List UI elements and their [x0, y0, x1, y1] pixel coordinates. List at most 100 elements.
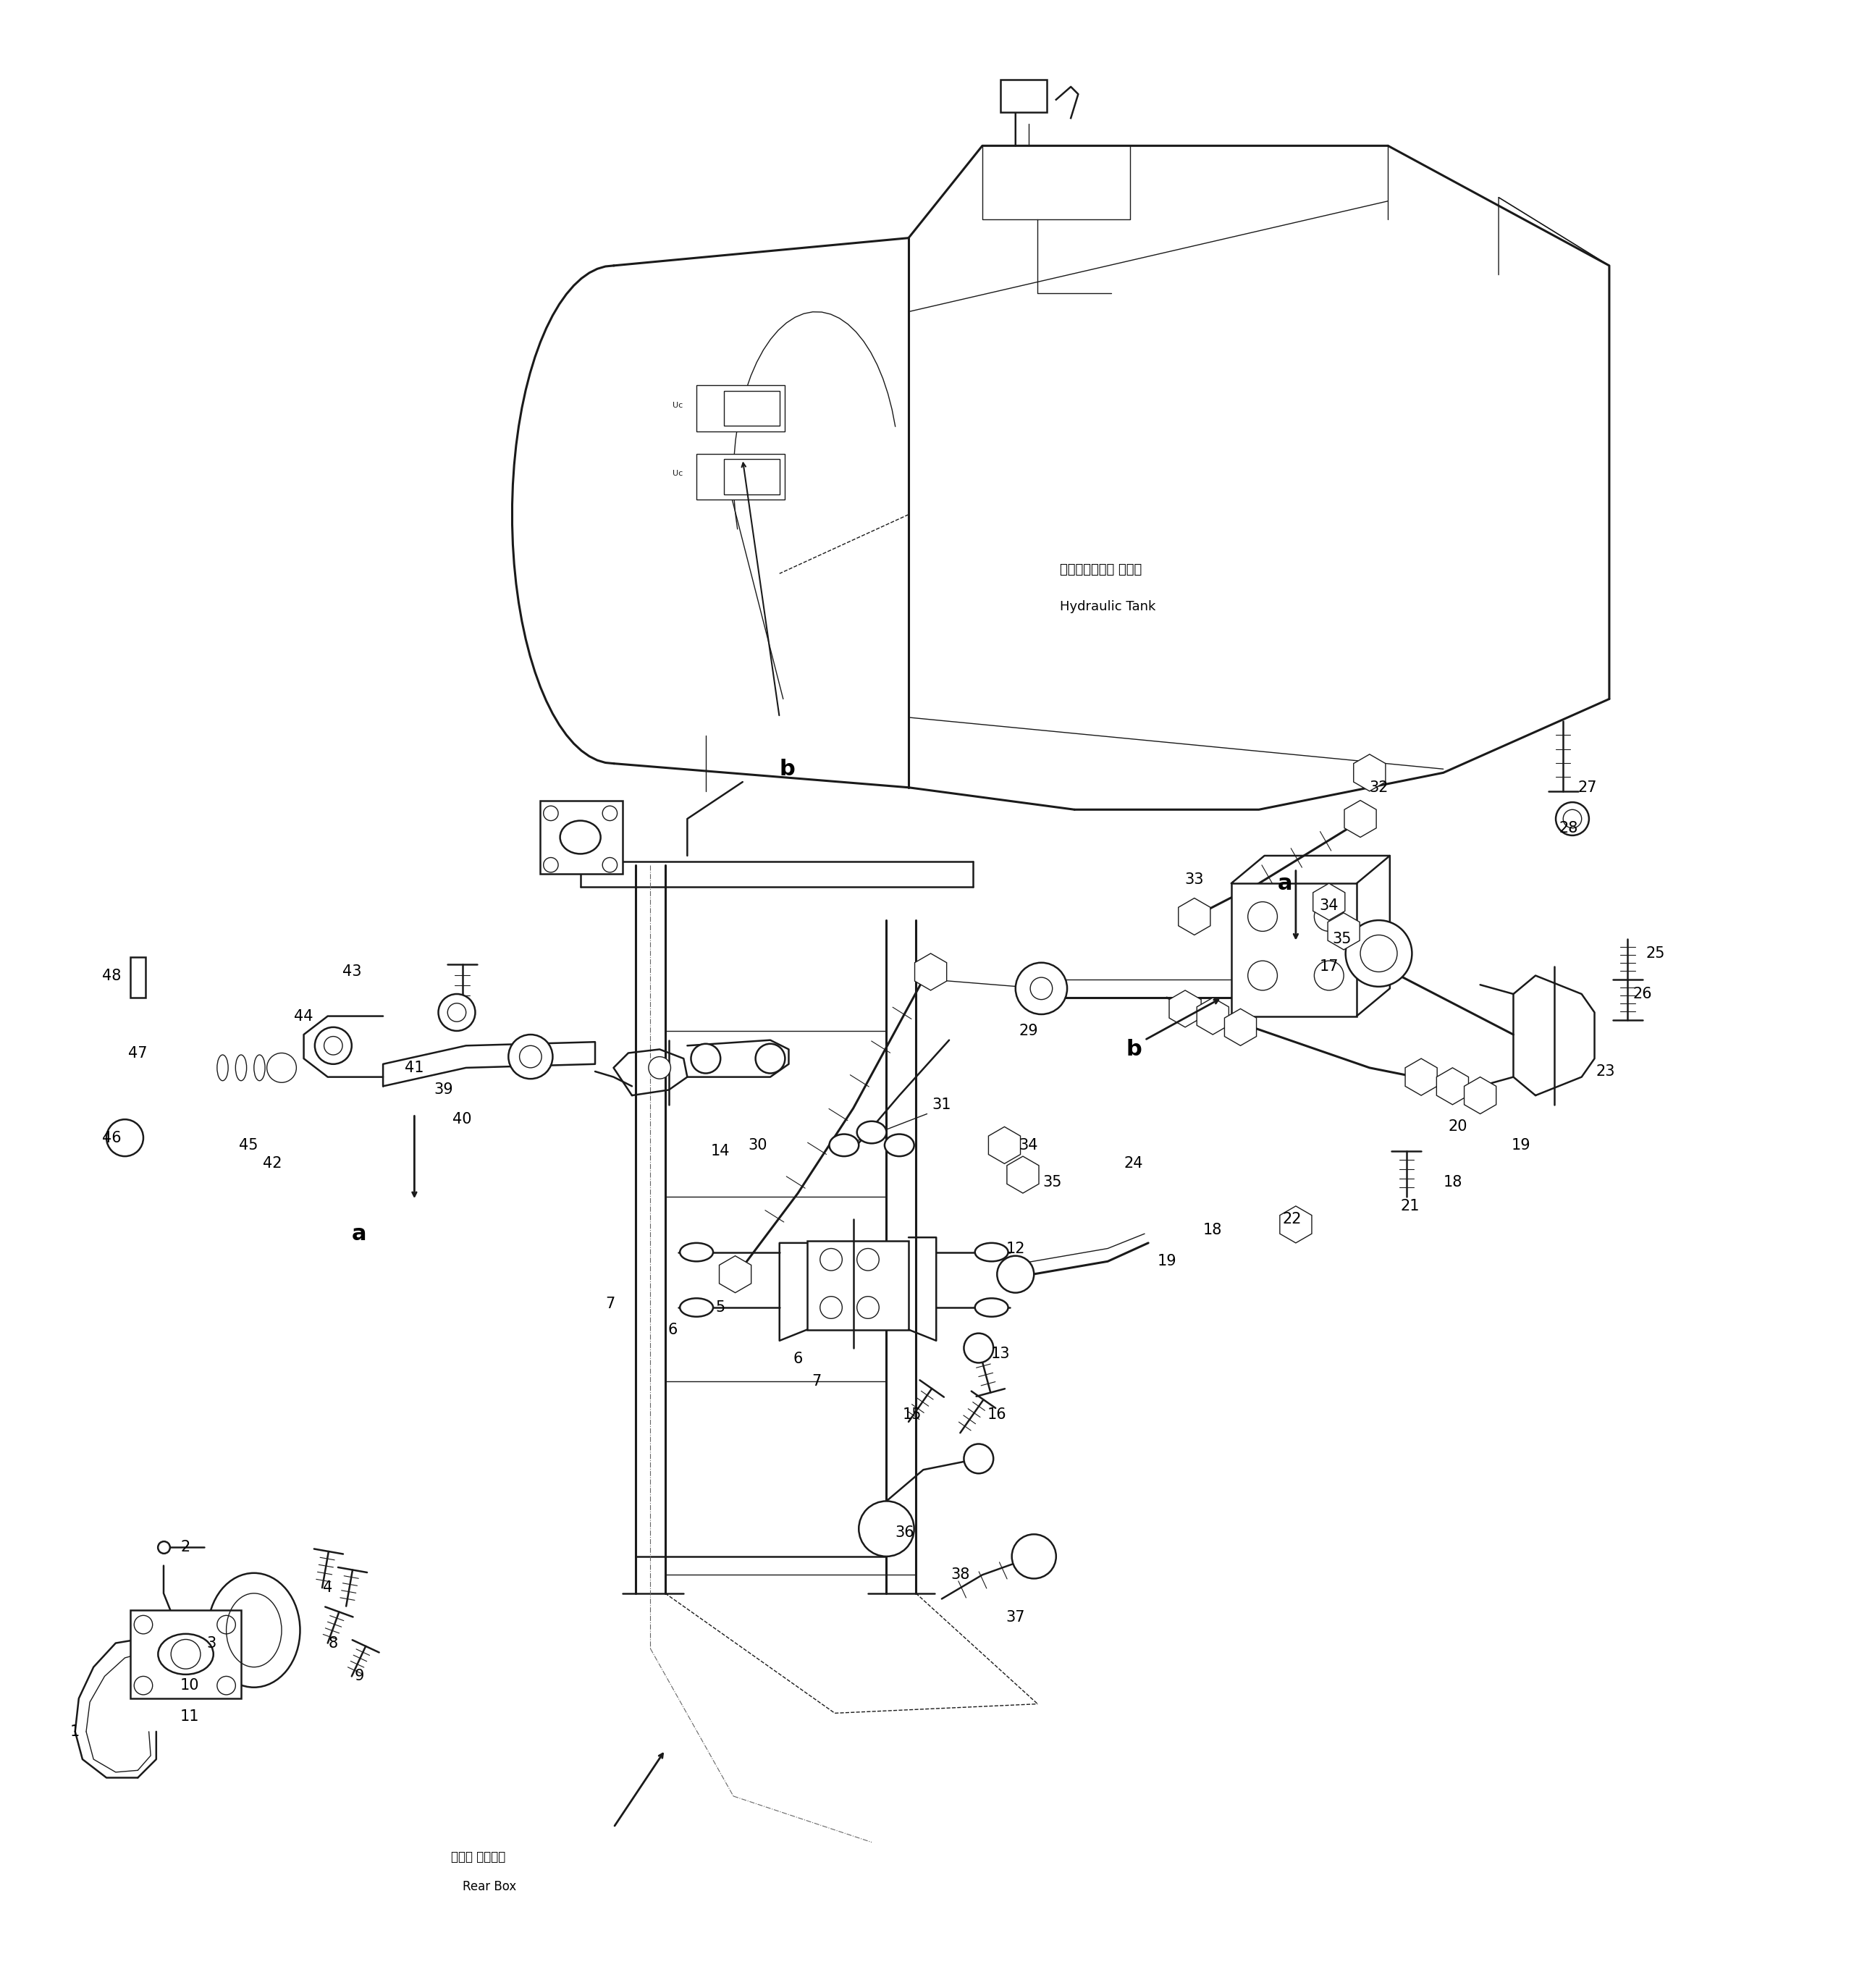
- Circle shape: [649, 1058, 671, 1079]
- Circle shape: [508, 1034, 552, 1079]
- Bar: [697, 386, 784, 431]
- Text: 29: 29: [1020, 1024, 1038, 1038]
- Text: 38: 38: [951, 1569, 970, 1582]
- Text: 27: 27: [1578, 779, 1596, 795]
- Text: 46: 46: [102, 1131, 122, 1145]
- Polygon shape: [1437, 1068, 1468, 1105]
- Text: 23: 23: [1596, 1064, 1615, 1079]
- Circle shape: [756, 1044, 784, 1074]
- Ellipse shape: [829, 1133, 858, 1157]
- Text: 6: 6: [667, 1322, 677, 1336]
- Bar: [725, 392, 779, 425]
- Bar: [697, 453, 784, 499]
- Polygon shape: [1179, 899, 1211, 934]
- Ellipse shape: [680, 1242, 714, 1260]
- Text: 20: 20: [1448, 1119, 1468, 1133]
- Circle shape: [438, 994, 475, 1032]
- Polygon shape: [1198, 998, 1229, 1034]
- Text: 40: 40: [452, 1111, 473, 1127]
- Bar: [806, 1241, 908, 1330]
- Circle shape: [964, 1443, 994, 1473]
- Ellipse shape: [975, 1298, 1009, 1316]
- Text: 13: 13: [992, 1346, 1010, 1362]
- Text: 30: 30: [747, 1137, 768, 1153]
- Text: 44: 44: [295, 1008, 313, 1024]
- Circle shape: [964, 1334, 994, 1364]
- Polygon shape: [1170, 990, 1201, 1028]
- Circle shape: [1248, 903, 1277, 930]
- Text: 35: 35: [1333, 932, 1352, 946]
- Text: 34: 34: [1320, 899, 1339, 912]
- Text: 8: 8: [328, 1636, 337, 1650]
- Ellipse shape: [273, 1056, 284, 1081]
- Text: 2: 2: [182, 1541, 191, 1555]
- Ellipse shape: [680, 1298, 714, 1316]
- Circle shape: [1248, 960, 1277, 990]
- Polygon shape: [914, 954, 947, 990]
- Text: 10: 10: [180, 1678, 198, 1692]
- Bar: [725, 459, 779, 495]
- Text: 47: 47: [128, 1046, 146, 1060]
- Text: a: a: [352, 1223, 367, 1244]
- Text: 7: 7: [604, 1296, 616, 1310]
- Polygon shape: [1344, 801, 1376, 837]
- Polygon shape: [1007, 1157, 1038, 1193]
- Circle shape: [692, 1044, 721, 1074]
- Text: 12: 12: [1007, 1241, 1025, 1256]
- Text: 11: 11: [180, 1710, 198, 1724]
- Text: 45: 45: [239, 1137, 258, 1153]
- Text: 14: 14: [710, 1143, 730, 1157]
- Bar: [130, 956, 145, 998]
- Text: Uc: Uc: [673, 402, 682, 410]
- Polygon shape: [1313, 883, 1344, 920]
- Text: 19: 19: [1157, 1254, 1175, 1268]
- Circle shape: [1556, 803, 1589, 835]
- Circle shape: [997, 1256, 1035, 1292]
- Text: 33: 33: [1185, 873, 1203, 887]
- Text: a: a: [1277, 873, 1292, 895]
- Text: 7: 7: [812, 1374, 821, 1388]
- Text: 18: 18: [1442, 1175, 1463, 1189]
- Polygon shape: [988, 1127, 1020, 1163]
- Circle shape: [857, 1296, 879, 1318]
- Text: b: b: [779, 759, 795, 779]
- Text: 9: 9: [354, 1670, 363, 1684]
- Text: 1: 1: [70, 1724, 80, 1740]
- Text: リヤー ボックス: リヤー ボックス: [451, 1851, 506, 1863]
- Circle shape: [857, 1248, 879, 1270]
- Text: 32: 32: [1368, 779, 1389, 795]
- Text: 3: 3: [208, 1636, 217, 1650]
- Text: 6: 6: [794, 1352, 803, 1366]
- Text: 15: 15: [903, 1408, 921, 1421]
- Circle shape: [315, 1028, 352, 1064]
- Polygon shape: [1405, 1058, 1437, 1095]
- Circle shape: [1016, 962, 1068, 1014]
- Text: 17: 17: [1320, 958, 1339, 974]
- Text: ハイドロリック タンク: ハイドロリック タンク: [1060, 563, 1142, 577]
- Text: 18: 18: [1203, 1223, 1222, 1237]
- Bar: [130, 1610, 241, 1698]
- Text: 48: 48: [102, 968, 122, 982]
- Polygon shape: [1465, 1077, 1496, 1113]
- Text: 34: 34: [1020, 1137, 1038, 1153]
- Text: 35: 35: [1042, 1175, 1062, 1189]
- Bar: [1001, 80, 1048, 113]
- Text: 24: 24: [1124, 1157, 1144, 1171]
- Text: 28: 28: [1559, 821, 1578, 835]
- Text: 39: 39: [434, 1083, 454, 1097]
- Circle shape: [1314, 903, 1344, 930]
- Polygon shape: [1353, 753, 1385, 791]
- Text: 42: 42: [263, 1157, 282, 1171]
- Text: 5: 5: [716, 1300, 725, 1314]
- Circle shape: [1346, 920, 1413, 986]
- Polygon shape: [719, 1256, 751, 1292]
- Text: Uc: Uc: [673, 469, 682, 477]
- Polygon shape: [1224, 1008, 1257, 1046]
- Ellipse shape: [217, 1056, 228, 1081]
- Text: 31: 31: [933, 1097, 951, 1111]
- Circle shape: [267, 1054, 297, 1083]
- Text: 25: 25: [1646, 946, 1665, 960]
- Circle shape: [1314, 960, 1344, 990]
- Text: b: b: [1125, 1040, 1142, 1060]
- Circle shape: [858, 1501, 914, 1557]
